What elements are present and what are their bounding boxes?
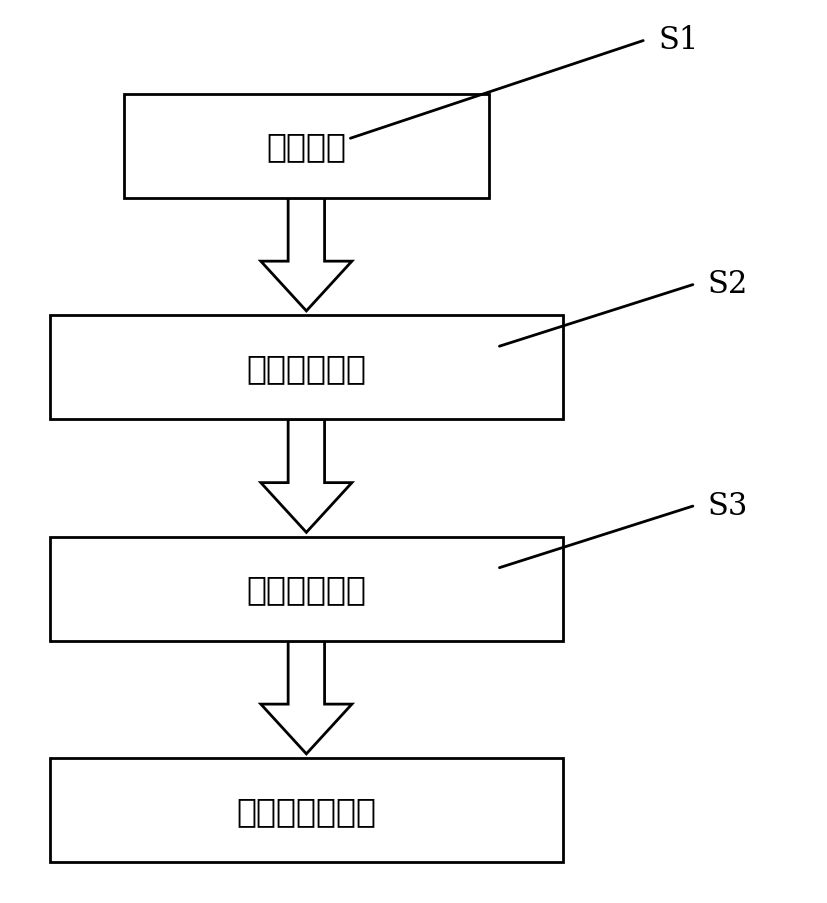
Text: 准备材料: 准备材料 [266, 130, 346, 163]
Polygon shape [261, 641, 351, 754]
Bar [50, 537, 562, 641]
Text: 制备外层薄膜: 制备外层薄膜 [246, 573, 366, 606]
Polygon shape [261, 199, 351, 312]
Text: S2: S2 [707, 269, 748, 300]
Bar [124, 95, 488, 199]
Polygon shape [261, 420, 351, 533]
Text: 制备底层薄膜: 制备底层薄膜 [246, 351, 366, 385]
Bar [50, 316, 562, 420]
Text: S1: S1 [657, 25, 698, 56]
Bar [50, 759, 562, 862]
Text: S3: S3 [707, 490, 748, 521]
Text: 双层氮化硅薄膜: 双层氮化硅薄膜 [236, 794, 376, 827]
